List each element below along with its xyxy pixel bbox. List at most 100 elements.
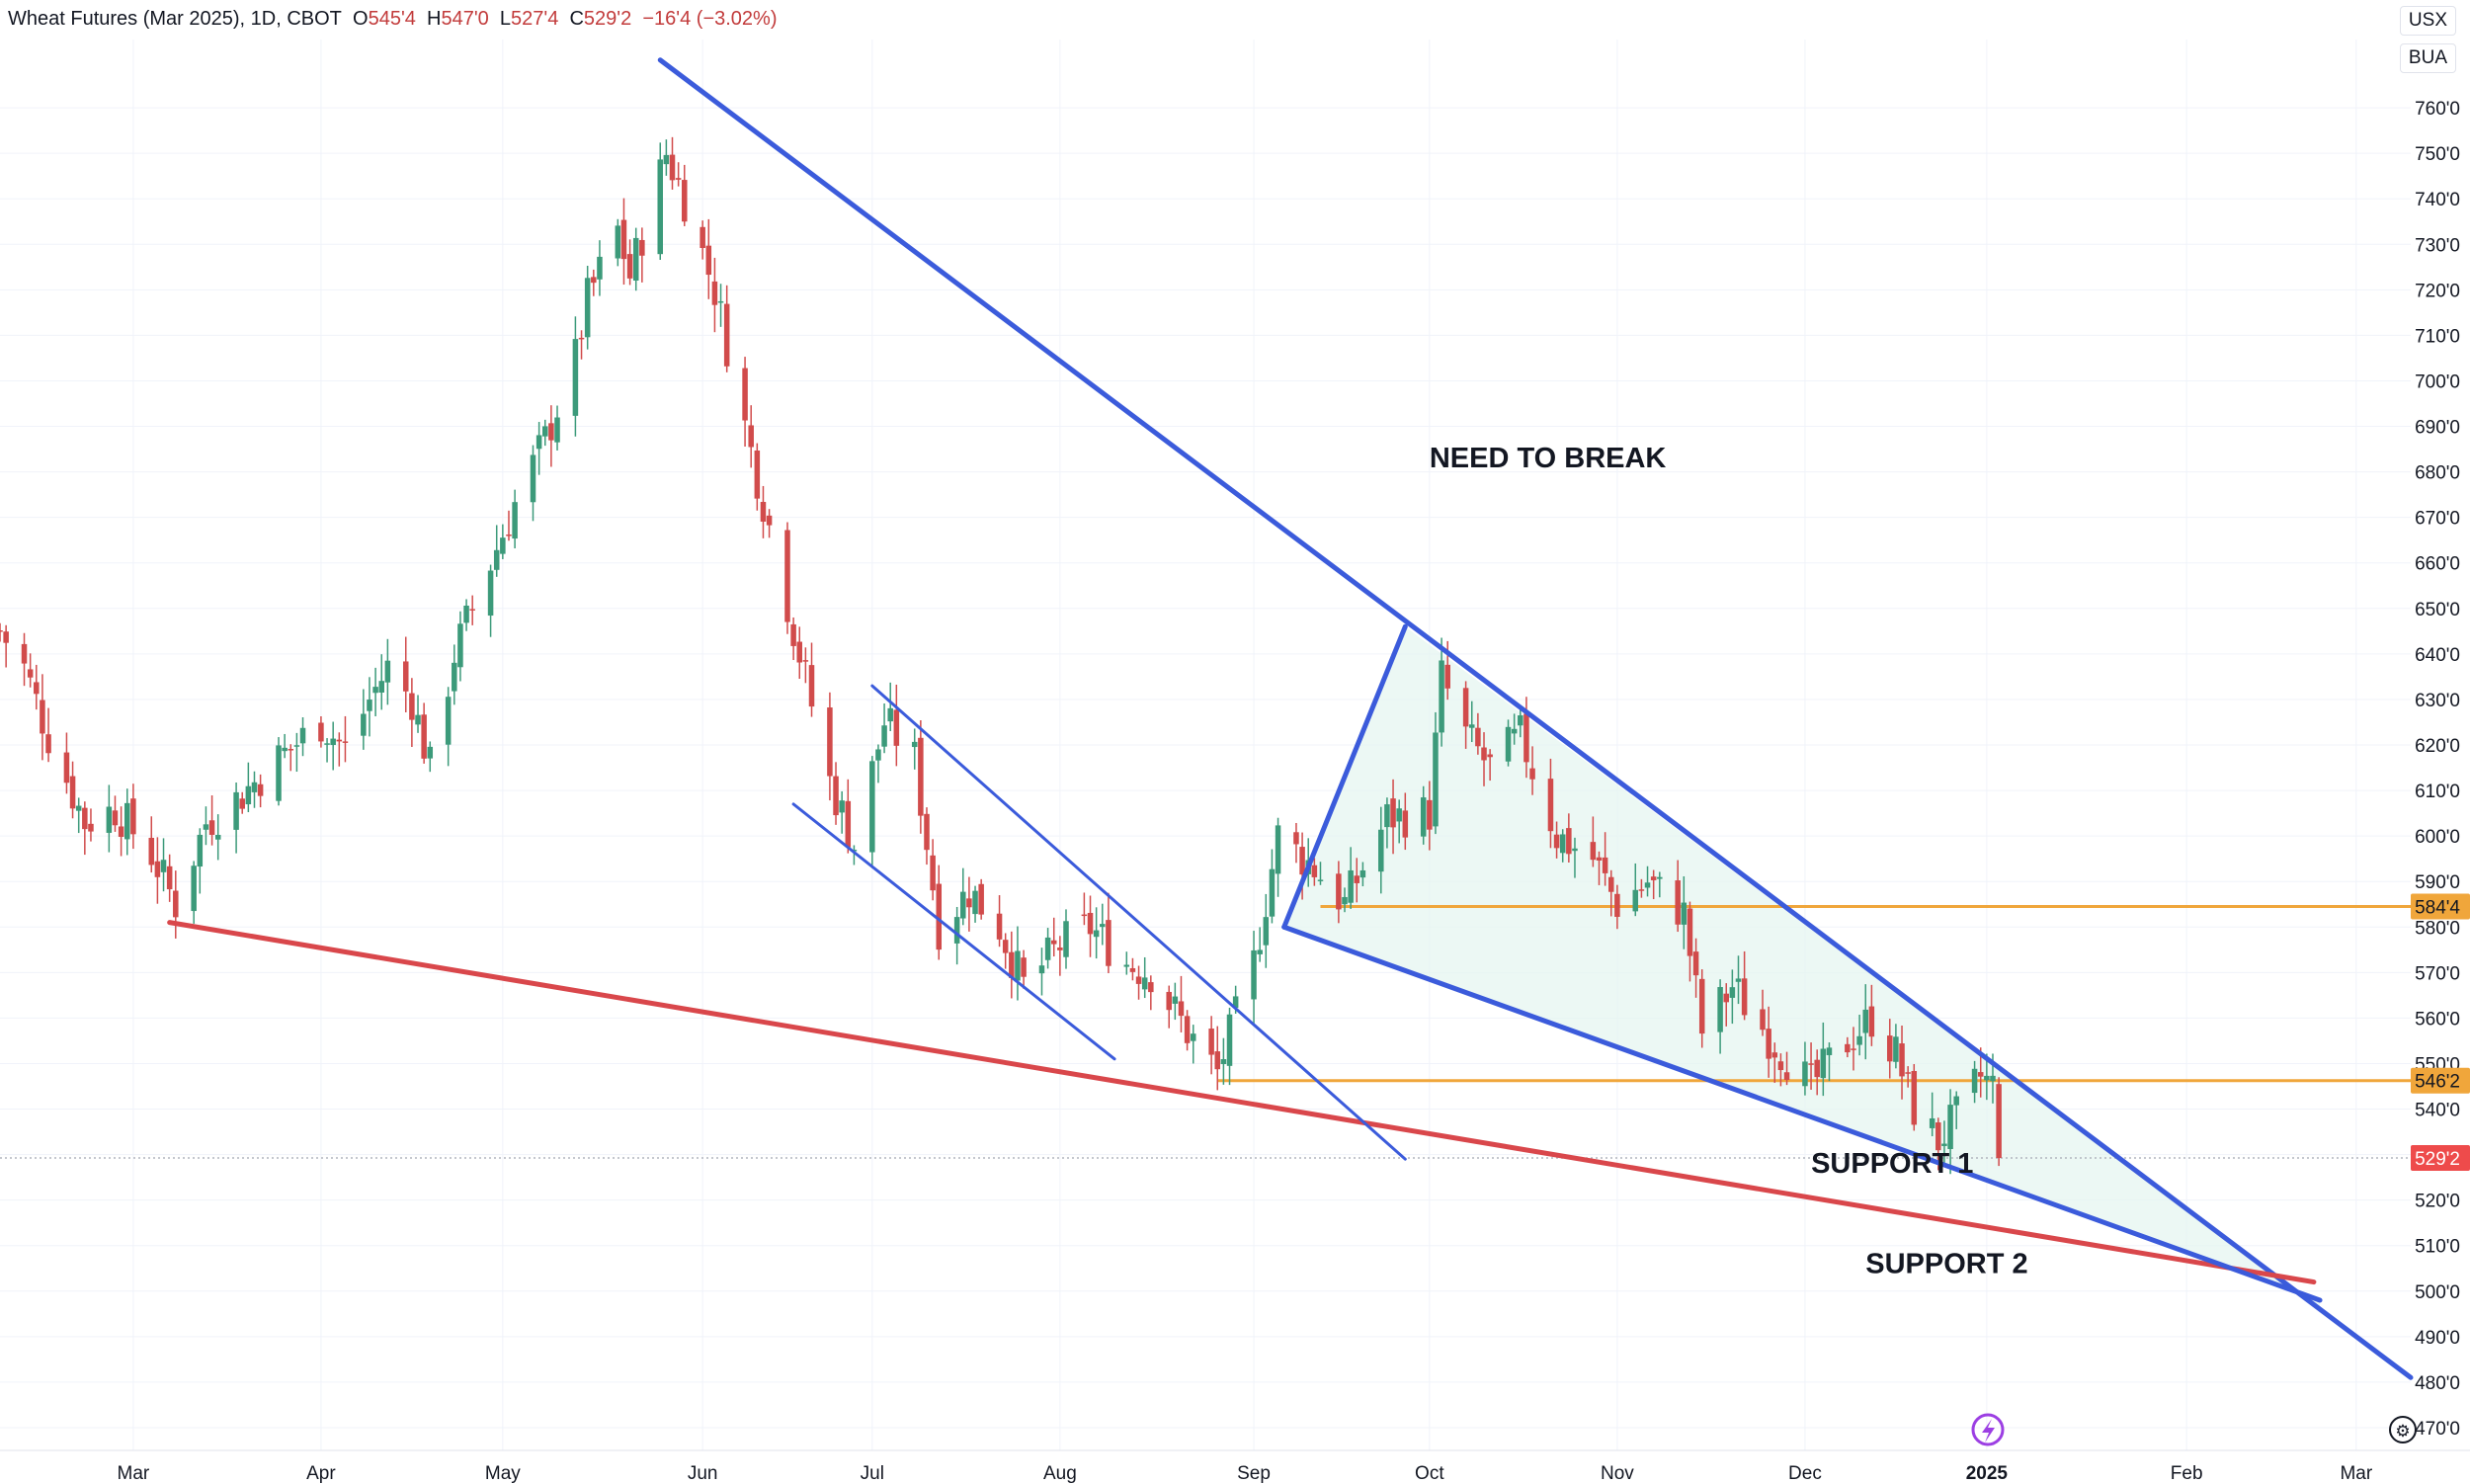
time-axis[interactable]: Mar Apr May Jun Jul Aug Sep Oct Nov Dec 2025 Feb Mar: [0, 1449, 2470, 1484]
settings-ring: [2389, 1416, 2417, 1443]
price-badges: 584'4 546'2 529'2: [2411, 893, 2470, 1172]
candle-body: [1518, 715, 1523, 726]
candle-body: [572, 339, 579, 416]
time-tick-label: Jun: [688, 1463, 718, 1484]
price-tick-label: 740'0: [2415, 190, 2460, 210]
candle-body: [1559, 834, 1566, 854]
candle-body: [1692, 951, 1699, 976]
candle-body: [790, 623, 796, 646]
high-value: 547'0: [441, 8, 489, 30]
candle-body: [1941, 1143, 1947, 1146]
candle-body: [1226, 1014, 1233, 1066]
open-value: 545'4: [368, 8, 416, 30]
candle-body: [1251, 949, 1257, 1000]
time-tick-label: Feb: [2171, 1463, 2203, 1484]
candle-body: [197, 834, 204, 867]
candle-body: [457, 623, 463, 668]
candle-body: [214, 835, 221, 840]
candle-body: [500, 537, 506, 554]
candle-body: [924, 813, 930, 851]
currency-unit-button[interactable]: USX: [2399, 6, 2456, 36]
candle-body: [1081, 914, 1088, 917]
tradingview-logo-icon[interactable]: [1971, 1413, 2005, 1446]
candle-body: [1971, 1068, 1978, 1094]
candle-body: [1232, 996, 1239, 1009]
candle-body: [1911, 1071, 1918, 1125]
candle-body: [748, 425, 754, 448]
candle-body: [1057, 948, 1063, 950]
candle-body: [1529, 768, 1535, 780]
candle-body: [463, 606, 469, 623]
candle-body: [1420, 797, 1427, 837]
candle-body: [1826, 1047, 1833, 1055]
grid: [0, 40, 2411, 1450]
candle-body: [711, 281, 718, 305]
candle-body: [1650, 876, 1657, 880]
candle-body: [1050, 940, 1057, 945]
candle-body: [293, 745, 300, 747]
candle-body: [1481, 747, 1487, 761]
candle-body: [918, 737, 924, 816]
candle-body: [1977, 1072, 1984, 1077]
candle-body: [754, 450, 761, 499]
symbol-title[interactable]: Wheat Futures (Mar 2025), 1D, CBOT: [8, 8, 342, 30]
annotation-label: NEED TO BREAK: [1430, 443, 1667, 474]
candle-body: [69, 776, 76, 809]
candle-body: [1783, 1072, 1790, 1081]
time-tick-label: Apr: [306, 1463, 336, 1484]
high-label: H: [427, 8, 442, 30]
candle-body: [1190, 1033, 1196, 1041]
candle-body: [336, 739, 343, 742]
candle-body: [1129, 967, 1136, 972]
candle-body: [1802, 1061, 1808, 1087]
candle-body: [506, 535, 512, 536]
wedge-area: [1283, 626, 2321, 1310]
candle-body: [487, 570, 494, 617]
candle-body: [1141, 977, 1148, 990]
close-label: C: [569, 8, 584, 30]
price-tick-label: 620'0: [2415, 736, 2460, 757]
candle-body: [239, 798, 245, 809]
candle-body: [203, 824, 209, 830]
quote-unit-button[interactable]: BUA: [2399, 43, 2456, 73]
candle-body: [887, 707, 893, 722]
candle-body: [257, 783, 264, 796]
candle-body: [1178, 1001, 1185, 1017]
candle-body: [1771, 1052, 1778, 1058]
candle-body: [1208, 1029, 1214, 1055]
settings-icon[interactable]: ⚙: [2389, 1416, 2417, 1443]
logo-ring: [1971, 1413, 2005, 1446]
candle-body: [409, 693, 415, 720]
candle-body: [1887, 1035, 1893, 1062]
candle-body: [82, 807, 88, 830]
price-tick-label: 610'0: [2415, 782, 2460, 802]
candle-body: [276, 745, 282, 801]
candle-body: [1723, 993, 1729, 1003]
candle-body: [1766, 1029, 1771, 1059]
candle-body: [1135, 976, 1142, 984]
candle-body: [978, 883, 984, 915]
candle-body: [1505, 726, 1512, 762]
price-axis[interactable]: 470'0480'0490'0500'0510'0520'0530'0540'0…: [2415, 99, 2460, 1440]
low-label: L: [499, 8, 512, 30]
candle-body: [1106, 920, 1112, 966]
level-badge-bg: [2411, 893, 2470, 920]
candle-body: [802, 660, 809, 662]
price-tick-label: 520'0: [2415, 1192, 2460, 1212]
candle-body: [584, 278, 591, 338]
candle-body: [1935, 1122, 1941, 1151]
candle-body: [415, 714, 421, 725]
candle-body: [1572, 848, 1578, 852]
candle-body: [1602, 857, 1608, 873]
candle-body: [663, 154, 670, 165]
candle-body: [972, 890, 978, 915]
candle-body: [118, 826, 124, 838]
chart-header: Wheat Futures (Mar 2025), 1D, CBOT O545'…: [8, 8, 778, 31]
candle-body: [893, 709, 900, 746]
candle-body: [996, 913, 1003, 940]
candle-body: [827, 707, 833, 777]
candle-body: [402, 661, 409, 692]
level-badge-bg: [2411, 1067, 2470, 1094]
candle-body: [1317, 879, 1324, 881]
